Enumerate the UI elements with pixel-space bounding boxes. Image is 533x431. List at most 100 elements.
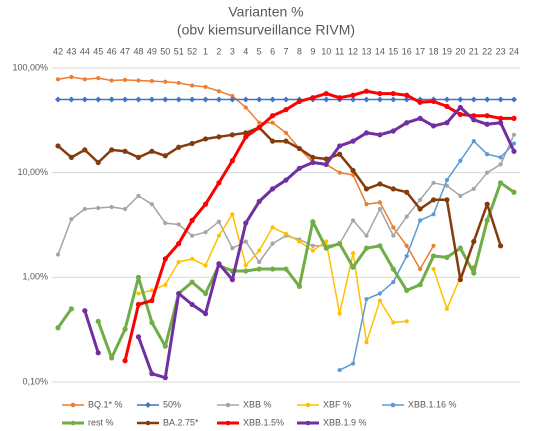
data-point — [350, 138, 356, 144]
data-point — [149, 319, 155, 326]
data-point — [430, 253, 437, 259]
data-point — [243, 105, 248, 110]
data-point — [216, 134, 222, 140]
data-point — [109, 147, 115, 153]
data-point — [135, 96, 142, 103]
data-point — [283, 107, 289, 113]
data-point — [68, 306, 75, 312]
data-point — [390, 90, 396, 97]
data-point — [350, 96, 357, 103]
data-point — [431, 212, 436, 217]
data-point — [257, 248, 262, 253]
data-point — [417, 282, 423, 288]
data-point — [337, 241, 343, 247]
x-tick-label: 17 — [415, 46, 425, 56]
data-point — [511, 115, 517, 121]
data-point — [96, 205, 101, 211]
data-point — [404, 319, 409, 324]
data-point — [55, 325, 61, 331]
data-point — [269, 266, 276, 272]
data-point — [135, 274, 142, 280]
x-tick-label: 46 — [107, 46, 117, 56]
data-point — [270, 225, 275, 230]
data-point — [337, 151, 343, 157]
data-point — [243, 134, 249, 140]
data-point — [511, 96, 517, 103]
data-point — [296, 145, 303, 152]
data-point — [175, 96, 182, 103]
legend-item: XBB % — [217, 399, 272, 409]
data-point — [256, 96, 263, 103]
data-point — [484, 201, 490, 207]
data-point — [376, 96, 383, 103]
data-point — [404, 214, 409, 219]
data-point — [350, 92, 356, 98]
data-point — [431, 243, 436, 248]
legend-label: XBB.1.5% — [243, 417, 284, 427]
data-point — [444, 120, 450, 126]
data-point — [364, 340, 369, 345]
data-point — [216, 89, 222, 94]
data-point — [243, 239, 248, 244]
data-point — [176, 222, 181, 227]
data-point — [391, 225, 396, 230]
data-point — [404, 92, 410, 98]
data-point — [377, 90, 383, 97]
legend-marker — [145, 402, 151, 408]
legend-item: rest % — [62, 417, 114, 427]
data-point — [256, 124, 262, 131]
data-point — [243, 220, 249, 226]
data-point — [310, 248, 315, 253]
data-point — [511, 132, 517, 137]
data-point — [296, 98, 303, 104]
legend-marker — [145, 420, 151, 426]
x-tick-label: 16 — [402, 46, 412, 56]
data-point — [149, 148, 155, 154]
data-point — [176, 144, 182, 150]
x-tick-label: 52 — [187, 46, 197, 56]
data-point — [457, 104, 463, 111]
chart-subtitle: (obv kiemsurveillance RIVM) — [177, 22, 355, 38]
x-tick-label: 13 — [361, 46, 371, 56]
data-point — [283, 96, 289, 103]
series — [55, 124, 504, 283]
data-point — [122, 326, 128, 332]
data-point — [229, 96, 236, 103]
data-point — [202, 311, 209, 317]
data-point — [68, 96, 75, 103]
data-point — [256, 198, 262, 205]
data-point — [457, 277, 463, 283]
data-point — [189, 96, 196, 103]
data-point — [364, 296, 369, 302]
data-point — [404, 189, 410, 195]
data-point — [497, 96, 504, 103]
data-point — [82, 206, 87, 212]
data-point — [497, 115, 504, 121]
data-point — [283, 130, 289, 135]
data-point — [269, 138, 276, 144]
data-point — [176, 290, 182, 297]
data-point — [55, 143, 61, 149]
data-point — [297, 239, 302, 244]
data-point — [149, 371, 155, 377]
data-point — [417, 99, 423, 105]
data-point — [444, 254, 450, 261]
data-point — [458, 193, 463, 198]
x-tick-label: 2 — [216, 46, 221, 56]
legend-label: XBB.1.16 % — [408, 399, 457, 409]
x-tick-label: 49 — [147, 46, 157, 56]
data-point — [283, 266, 289, 272]
data-point — [203, 263, 208, 268]
data-point — [122, 358, 128, 364]
x-tick-label: 19 — [442, 46, 452, 56]
data-point — [203, 84, 208, 89]
data-point — [310, 159, 316, 166]
data-point — [243, 263, 248, 268]
data-point — [149, 297, 155, 304]
data-point — [190, 83, 195, 88]
x-tick-label: 5 — [257, 46, 262, 56]
data-point — [377, 291, 382, 296]
x-tick-label: 4 — [243, 46, 248, 56]
data-point — [350, 172, 356, 178]
